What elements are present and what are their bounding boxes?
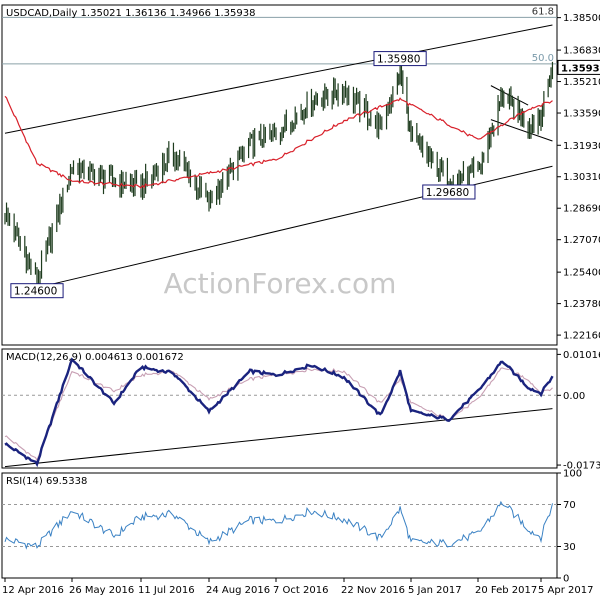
rsi-label: RSI(14) 69.5338: [6, 476, 87, 487]
price-trendline: [4, 24, 553, 134]
macd-trendline: [4, 408, 553, 468]
x-axis-tick-label: 20 Feb 2017: [475, 585, 537, 596]
price-annotation-label: 1.35980: [377, 54, 420, 66]
macd-y-tick-label: 0.010163: [563, 350, 600, 361]
rsi-y-tick-label: 30: [563, 542, 576, 553]
price-y-tick-label: 1.27070: [563, 235, 600, 246]
price-annotation-box: [373, 51, 427, 67]
x-axis-tick-label: 22 Nov 2016: [341, 585, 405, 596]
last-price-box: [557, 59, 600, 75]
price-panel-frame: [1, 4, 558, 346]
x-axis-tick-label: 11 Jul 2016: [138, 585, 195, 596]
x-axis-tick-label: 24 Aug 2016: [206, 585, 270, 596]
price-y-tick-label: 1.31930: [563, 141, 600, 152]
price-annotation-label: 1.29680: [426, 187, 469, 199]
price-y-tick-label: 1.22160: [563, 331, 600, 342]
price-annotation-box: [422, 184, 476, 200]
macd-label: MACD(12,26,9) 0.004613 0.001672: [6, 352, 184, 363]
fib-level-label: 50.0: [532, 53, 554, 64]
fib-level-label: 61.8: [532, 6, 554, 17]
price-y-tick-label: 1.38500: [563, 13, 600, 24]
price-y-tick-label: 1.30310: [563, 172, 600, 183]
price-y-tick-label: 1.23780: [563, 299, 600, 310]
x-axis-tick-label: 7 Oct 2016: [273, 585, 328, 596]
x-axis-tick-label: 26 May 2016: [69, 585, 134, 596]
price-trendline: [490, 119, 553, 142]
price-y-tick-label: 1.25400: [563, 268, 600, 279]
price-annotation-label: 1.24600: [14, 286, 57, 298]
price-y-tick-label: 1.28690: [563, 204, 600, 215]
rsi-y-tick-label: 0: [563, 574, 569, 585]
price-annotation-box: [10, 283, 64, 299]
rsi-line: [4, 500, 553, 550]
macd-panel-frame: [1, 348, 558, 469]
macd-y-tick-label: -0.017321: [563, 461, 600, 472]
x-axis-tick-label: 12 Apr 2016: [2, 585, 64, 596]
price-y-tick-label: 1.35210: [563, 77, 600, 88]
x-axis-tick-label: 5 Apr 2017: [538, 585, 593, 596]
price-y-tick-label: 1.36830: [563, 46, 600, 57]
ohlc-bars: [4, 56, 554, 294]
rsi-y-tick-label: 70: [563, 500, 576, 511]
macd-y-tick-label: 0.00: [563, 391, 585, 402]
rsi-panel-frame: [1, 472, 558, 579]
x-axis-tick-label: 5 Jan 2017: [408, 585, 462, 596]
last-price-label: 1.35938: [561, 63, 600, 74]
chart-title: USDCAD,Daily 1.35021 1.36136 1.34966 1.3…: [6, 8, 256, 19]
macd-line: [4, 357, 554, 468]
moving-average-line: [4, 95, 553, 189]
watermark-text: ActionForex.com: [164, 267, 397, 300]
rsi-y-tick-label: 100: [563, 469, 582, 480]
price-y-tick-label: 1.33590: [563, 109, 600, 120]
